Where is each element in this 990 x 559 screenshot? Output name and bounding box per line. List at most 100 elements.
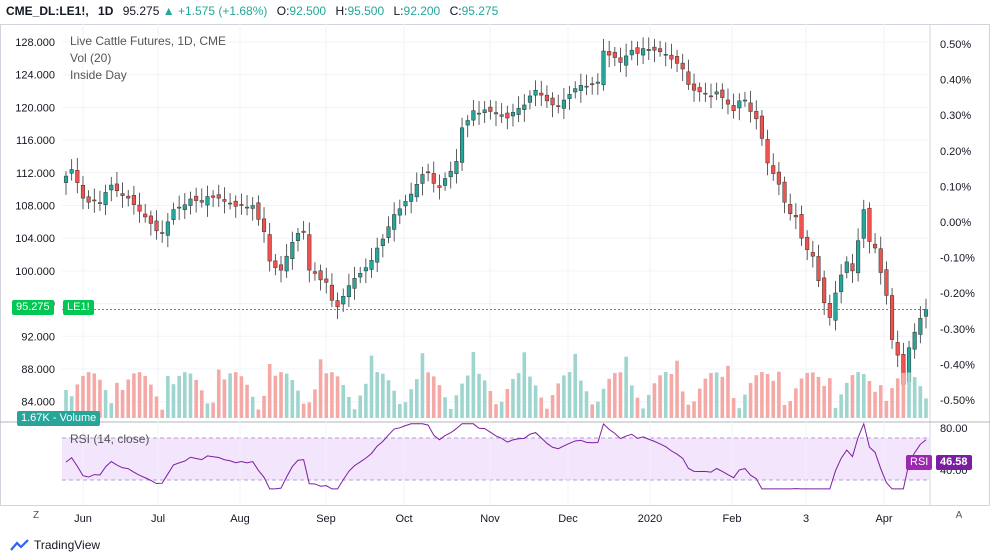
candle-body xyxy=(369,260,374,270)
volume-bar xyxy=(488,390,493,418)
candle-body xyxy=(884,269,889,296)
volume-bar xyxy=(703,378,708,418)
volume-bar xyxy=(680,391,685,418)
volume-bar xyxy=(907,372,911,418)
volume-bar xyxy=(697,388,702,418)
volume-bar xyxy=(811,372,815,418)
volume-bar xyxy=(641,408,645,418)
rsi-band xyxy=(62,438,930,480)
rsi-value: 46.58 xyxy=(940,456,968,468)
volume-bar xyxy=(431,376,436,418)
volume-bar xyxy=(216,369,221,418)
volume-bar xyxy=(618,372,623,418)
candle-body xyxy=(482,109,487,113)
volume-bar xyxy=(816,376,821,418)
candle-body xyxy=(635,47,640,54)
tradingview-brand[interactable]: TradingView xyxy=(10,538,100,552)
symbol-tag-label: LE1! xyxy=(67,301,90,313)
volume-bar xyxy=(267,363,272,418)
candle-body xyxy=(335,300,340,308)
volume-bar xyxy=(652,383,657,418)
volume-bar xyxy=(771,380,776,418)
candle-body xyxy=(765,139,770,164)
candle-body xyxy=(295,233,301,241)
volume-bar xyxy=(177,375,181,418)
volume-bar xyxy=(369,355,374,418)
candle-body xyxy=(867,207,872,242)
candle-body xyxy=(703,92,708,95)
candle-body xyxy=(618,57,623,63)
candle-body xyxy=(177,206,182,209)
volume-tag-dash: - xyxy=(52,412,57,424)
volume-bar xyxy=(528,376,532,418)
volume-bar xyxy=(109,403,114,418)
candle-body xyxy=(641,48,646,56)
candle-body xyxy=(460,127,465,163)
volume-bar xyxy=(912,377,917,418)
volume-bar xyxy=(245,384,249,418)
volume-bar xyxy=(635,397,640,418)
candle-body xyxy=(624,55,629,66)
candle-body xyxy=(612,51,617,58)
candle-body xyxy=(895,342,900,356)
candle-body xyxy=(165,221,170,236)
candle-body xyxy=(216,194,221,199)
change-arrow-icon: ▲ xyxy=(162,4,175,18)
candle-body xyxy=(584,85,589,88)
candle-body xyxy=(154,220,159,232)
volume-bar xyxy=(731,397,736,418)
interval-label[interactable]: 1D xyxy=(98,4,114,18)
volume-bar xyxy=(629,385,634,418)
candle-body xyxy=(329,284,334,301)
candle-body xyxy=(754,111,759,120)
percent-tick-label: 0.10% xyxy=(940,181,971,193)
volume-bar xyxy=(720,376,725,418)
auto-scale-button[interactable]: A xyxy=(955,510,963,521)
volume-bar xyxy=(347,396,351,418)
candle-body xyxy=(222,199,227,202)
candle-body xyxy=(595,81,600,84)
volume-bar xyxy=(562,375,566,418)
candle-body xyxy=(844,261,849,273)
candle-body xyxy=(646,49,651,51)
volume-bar xyxy=(69,396,74,418)
candle-body xyxy=(533,89,538,96)
candle-body xyxy=(827,302,832,318)
candle-body xyxy=(550,97,555,106)
zoom-button[interactable]: Z xyxy=(32,510,40,521)
volume-bar xyxy=(403,402,408,418)
candle-body xyxy=(544,94,549,102)
volume-bar xyxy=(607,378,611,418)
volume-bar xyxy=(318,359,323,418)
price-tick-label: 120.000 xyxy=(15,102,55,114)
volume-bar xyxy=(386,380,391,418)
candle-body xyxy=(607,51,612,56)
volume-bar xyxy=(437,385,442,418)
time-tick-label: 3 xyxy=(803,513,809,525)
legend-pattern: Inside Day xyxy=(70,68,127,82)
rsi-value-tag: 46.58 xyxy=(936,455,972,470)
candle-body xyxy=(69,169,74,174)
symbol-header: CME_DL:LE1!, 1D 95.275 ▲ +1.575 (+1.68%)… xyxy=(0,0,990,22)
volume-bar xyxy=(658,375,662,418)
volume-bar xyxy=(579,380,583,418)
candle-body xyxy=(86,196,91,203)
candle-body xyxy=(312,271,317,274)
candle-body xyxy=(663,54,668,56)
candle-body xyxy=(301,230,306,233)
volume-bar xyxy=(861,374,866,418)
candle-body xyxy=(228,202,233,205)
volume-bar xyxy=(301,403,306,418)
candle-body xyxy=(725,99,731,105)
candle-body xyxy=(675,56,680,64)
candle-body xyxy=(273,260,278,268)
volume-bar xyxy=(352,409,357,418)
volume-bar xyxy=(262,395,266,418)
volume-bar xyxy=(126,379,131,418)
volume-bar xyxy=(222,379,227,418)
volume-bar xyxy=(86,372,91,418)
volume-bar xyxy=(454,395,459,418)
candle-body xyxy=(680,62,685,70)
symbol-name[interactable]: CME_DL:LE1!, xyxy=(6,4,89,18)
